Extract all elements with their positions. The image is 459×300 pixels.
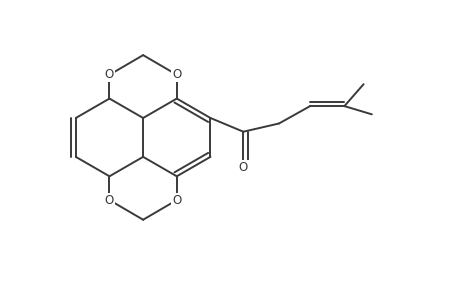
Text: O: O — [105, 68, 114, 81]
Text: O: O — [172, 68, 181, 81]
Text: O: O — [238, 161, 247, 174]
Text: O: O — [105, 194, 114, 207]
Text: O: O — [172, 194, 181, 207]
